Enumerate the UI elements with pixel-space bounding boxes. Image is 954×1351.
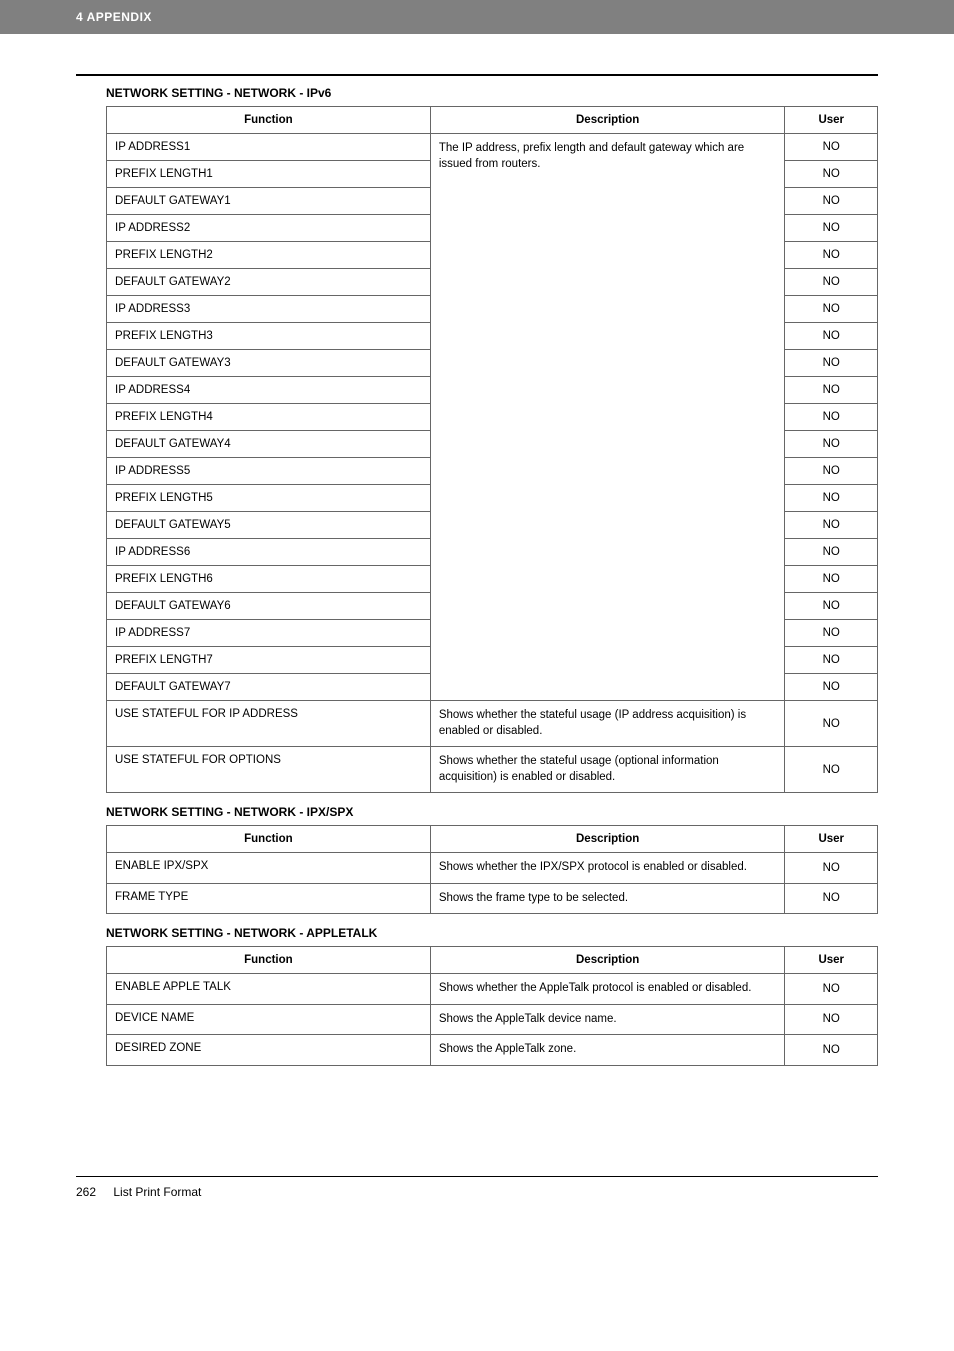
- page-header: 4 APPENDIX: [0, 0, 954, 34]
- table-row: FRAME TYPEShows the frame type to be sel…: [107, 883, 878, 914]
- cell-user: NO: [785, 188, 878, 215]
- section-title-ipx: NETWORK SETTING - NETWORK - IPX/SPX: [106, 805, 878, 819]
- cell-user: NO: [785, 701, 878, 747]
- cell-function: IP ADDRESS2: [107, 215, 431, 242]
- cell-function: ENABLE IPX/SPX: [107, 853, 431, 884]
- cell-user: NO: [785, 647, 878, 674]
- cell-function: DEVICE NAME: [107, 1004, 431, 1035]
- cell-function: PREFIX LENGTH7: [107, 647, 431, 674]
- table-row: IP ADDRESS1The IP address, prefix length…: [107, 134, 878, 161]
- cell-user: NO: [785, 458, 878, 485]
- cell-function: IP ADDRESS5: [107, 458, 431, 485]
- cell-function: PREFIX LENGTH3: [107, 323, 431, 350]
- cell-user: NO: [785, 323, 878, 350]
- cell-function: PREFIX LENGTH2: [107, 242, 431, 269]
- footer-text: 262 List Print Format: [76, 1185, 878, 1199]
- cell-function: FRAME TYPE: [107, 883, 431, 914]
- cell-user: NO: [785, 1035, 878, 1066]
- col-user: User: [785, 826, 878, 853]
- page-footer: 262 List Print Format: [0, 1176, 954, 1229]
- cell-function: DEFAULT GATEWAY1: [107, 188, 431, 215]
- cell-function: PREFIX LENGTH5: [107, 485, 431, 512]
- cell-function: PREFIX LENGTH1: [107, 161, 431, 188]
- cell-function: DEFAULT GATEWAY6: [107, 593, 431, 620]
- cell-function: DESIRED ZONE: [107, 1035, 431, 1066]
- cell-user: NO: [785, 539, 878, 566]
- col-description: Description: [430, 107, 785, 134]
- col-user: User: [785, 947, 878, 974]
- cell-function: ENABLE APPLE TALK: [107, 974, 431, 1005]
- cell-user: NO: [785, 161, 878, 188]
- table-row: ENABLE APPLE TALKShows whether the Apple…: [107, 974, 878, 1005]
- table-row: ENABLE IPX/SPXShows whether the IPX/SPX …: [107, 853, 878, 884]
- cell-function: PREFIX LENGTH6: [107, 566, 431, 593]
- col-function: Function: [107, 826, 431, 853]
- cell-user: NO: [785, 269, 878, 296]
- section-title-appletalk: NETWORK SETTING - NETWORK - APPLETALK: [106, 926, 878, 940]
- table-row: DESIRED ZONEShows the AppleTalk zone.NO: [107, 1035, 878, 1066]
- cell-description: Shows whether the stateful usage (option…: [430, 747, 785, 793]
- cell-function: IP ADDRESS6: [107, 539, 431, 566]
- table-header-row: Function Description User: [107, 826, 878, 853]
- cell-user: NO: [785, 215, 878, 242]
- page-content: NETWORK SETTING - NETWORK - IPv6 Functio…: [0, 34, 954, 1066]
- cell-user: NO: [785, 431, 878, 458]
- cell-function: DEFAULT GATEWAY5: [107, 512, 431, 539]
- col-description: Description: [430, 947, 785, 974]
- cell-user: NO: [785, 134, 878, 161]
- table-row: DEVICE NAMEShows the AppleTalk device na…: [107, 1004, 878, 1035]
- page-number: 262: [76, 1185, 96, 1199]
- cell-user: NO: [785, 674, 878, 701]
- cell-user: NO: [785, 974, 878, 1005]
- cell-user: NO: [785, 853, 878, 884]
- cell-user: NO: [785, 242, 878, 269]
- cell-function: PREFIX LENGTH4: [107, 404, 431, 431]
- cell-user: NO: [785, 377, 878, 404]
- footer-rule: [76, 1176, 878, 1177]
- cell-description: Shows whether the IPX/SPX protocol is en…: [430, 853, 785, 884]
- table-header-row: Function Description User: [107, 947, 878, 974]
- section-title-ipv6: NETWORK SETTING - NETWORK - IPv6: [106, 86, 878, 100]
- table-header-row: Function Description User: [107, 107, 878, 134]
- cell-user: NO: [785, 747, 878, 793]
- cell-user: NO: [785, 350, 878, 377]
- cell-function: IP ADDRESS1: [107, 134, 431, 161]
- cell-user: NO: [785, 296, 878, 323]
- top-rule: [76, 74, 878, 76]
- cell-user: NO: [785, 404, 878, 431]
- cell-function: IP ADDRESS7: [107, 620, 431, 647]
- cell-user: NO: [785, 883, 878, 914]
- cell-function: USE STATEFUL FOR IP ADDRESS: [107, 701, 431, 747]
- header-title: 4 APPENDIX: [76, 10, 152, 24]
- col-function: Function: [107, 107, 431, 134]
- col-description: Description: [430, 826, 785, 853]
- cell-user: NO: [785, 1004, 878, 1035]
- table-ipx: Function Description User ENABLE IPX/SPX…: [106, 825, 878, 914]
- cell-function: DEFAULT GATEWAY3: [107, 350, 431, 377]
- cell-description: Shows whether the AppleTalk protocol is …: [430, 974, 785, 1005]
- cell-user: NO: [785, 593, 878, 620]
- cell-description: The IP address, prefix length and defaul…: [430, 134, 785, 701]
- cell-function: DEFAULT GATEWAY7: [107, 674, 431, 701]
- footer-label: List Print Format: [113, 1185, 201, 1199]
- cell-function: DEFAULT GATEWAY2: [107, 269, 431, 296]
- cell-description: Shows the AppleTalk zone.: [430, 1035, 785, 1066]
- cell-user: NO: [785, 620, 878, 647]
- col-function: Function: [107, 947, 431, 974]
- cell-user: NO: [785, 485, 878, 512]
- col-user: User: [785, 107, 878, 134]
- table-appletalk: Function Description User ENABLE APPLE T…: [106, 946, 878, 1066]
- cell-function: IP ADDRESS3: [107, 296, 431, 323]
- cell-function: USE STATEFUL FOR OPTIONS: [107, 747, 431, 793]
- table-row: USE STATEFUL FOR OPTIONSShows whether th…: [107, 747, 878, 793]
- cell-description: Shows whether the stateful usage (IP add…: [430, 701, 785, 747]
- cell-description: Shows the frame type to be selected.: [430, 883, 785, 914]
- cell-user: NO: [785, 566, 878, 593]
- table-row: USE STATEFUL FOR IP ADDRESSShows whether…: [107, 701, 878, 747]
- cell-description: Shows the AppleTalk device name.: [430, 1004, 785, 1035]
- cell-function: IP ADDRESS4: [107, 377, 431, 404]
- cell-function: DEFAULT GATEWAY4: [107, 431, 431, 458]
- table-ipv6: Function Description User IP ADDRESS1The…: [106, 106, 878, 793]
- cell-user: NO: [785, 512, 878, 539]
